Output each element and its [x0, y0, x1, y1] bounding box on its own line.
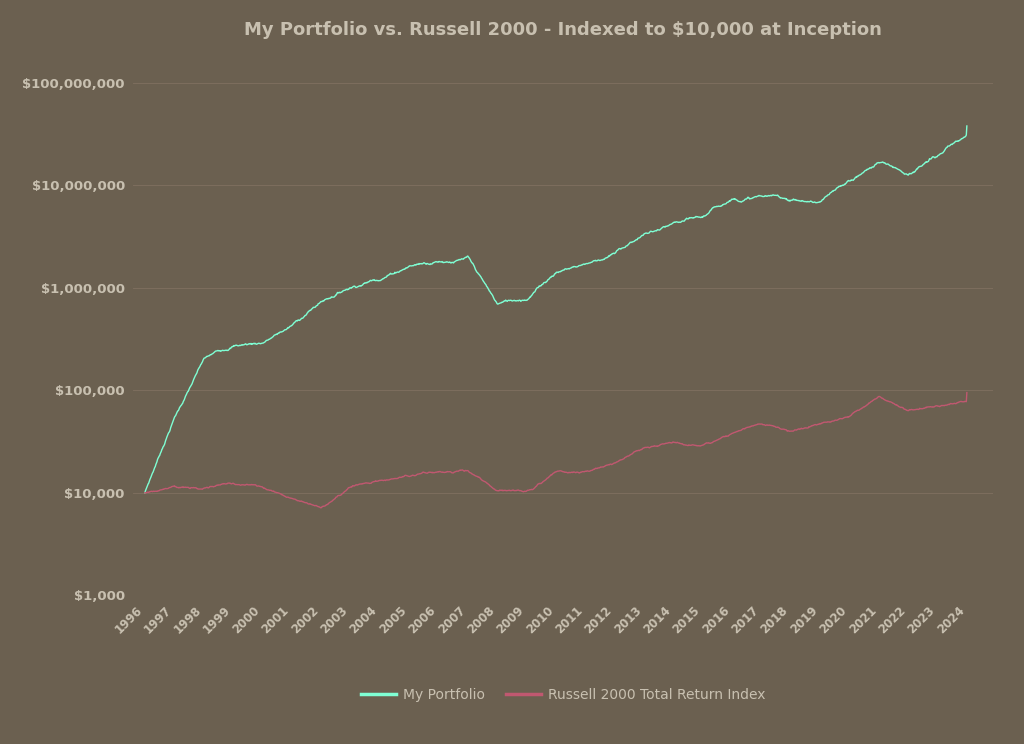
- Legend: My Portfolio, Russell 2000 Total Return Index: My Portfolio, Russell 2000 Total Return …: [355, 683, 771, 708]
- Title: My Portfolio vs. Russell 2000 - Indexed to $10,000 at Inception: My Portfolio vs. Russell 2000 - Indexed …: [245, 22, 882, 39]
